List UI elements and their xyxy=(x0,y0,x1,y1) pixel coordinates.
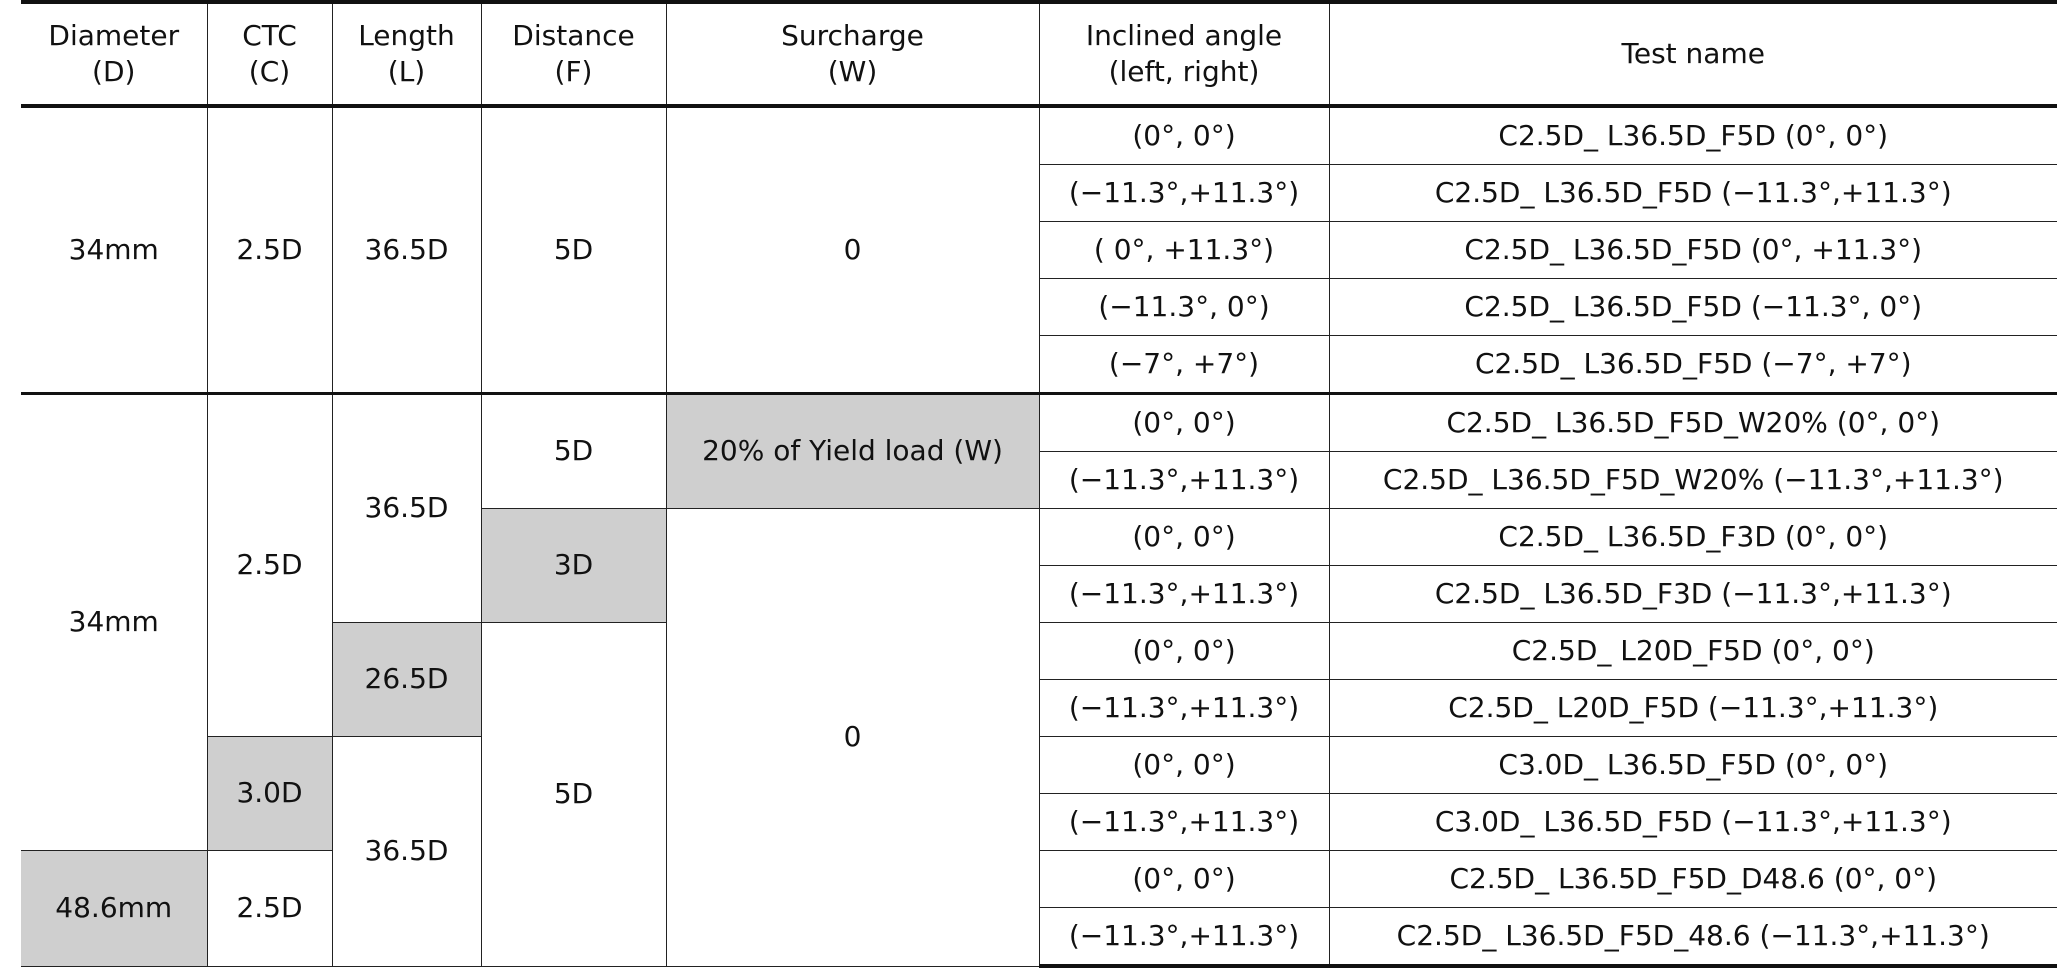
header-cell: Length (L) xyxy=(331,0,482,108)
cell: (0°, 0°) xyxy=(1038,105,1330,165)
header-cell: Surcharge (W) xyxy=(665,0,1040,108)
cell: C2.5D_ L36.5D_F3D (−11.3°,+11.3°) xyxy=(1328,565,2057,623)
cell: (−11.3°, 0°) xyxy=(1038,278,1330,336)
cell: (−11.3°,+11.3°) xyxy=(1038,793,1330,851)
header-cell: CTC (C) xyxy=(206,0,333,108)
cell: (−11.3°,+11.3°) xyxy=(1038,565,1330,623)
cell: 20% of Yield load (W) xyxy=(665,392,1040,509)
cell: C3.0D_ L36.5D_F5D (−11.3°,+11.3°) xyxy=(1328,793,2057,851)
cell: C3.0D_ L36.5D_F5D (0°, 0°) xyxy=(1328,736,2057,794)
cell: 0 xyxy=(665,508,1040,967)
cell: ( 0°, +11.3°) xyxy=(1038,221,1330,279)
cell: 0 xyxy=(665,105,1040,394)
cell: C2.5D_ L36.5D_F5D_48.6 (−11.3°,+11.3°) xyxy=(1328,907,2057,968)
row: (−11.3°,+11.3°) C2.5D_ L36.5D_F5D_48.6 (−… xyxy=(21,907,2057,968)
cell: C2.5D_ L36.5D_F5D (0°, 0°) xyxy=(1328,105,2057,165)
cell: (−11.3°,+11.3°) xyxy=(1038,451,1330,509)
cell: 34mm xyxy=(21,392,208,851)
cell: (0°, 0°) xyxy=(1038,508,1330,566)
cell: 26.5D xyxy=(331,622,482,737)
cell: 2.5D xyxy=(206,105,333,394)
cell: (−11.3°,+11.3°) xyxy=(1038,907,1330,968)
cell: 36.5D xyxy=(331,105,482,394)
cell: 3.0D xyxy=(206,736,333,851)
cell: 48.6mm xyxy=(21,850,208,967)
cell: C2.5D_ L36.5D_F3D (0°, 0°) xyxy=(1328,508,2057,566)
cell: 36.5D xyxy=(331,736,482,967)
cell: (−11.3°,+11.3°) xyxy=(1038,679,1330,737)
row: (−11.3°,+11.3°) C3.0D_ L36.5D_F5D (−11.3°… xyxy=(21,793,2057,851)
cell: (0°, 0°) xyxy=(1038,736,1330,794)
cell: (0°, 0°) xyxy=(1038,392,1330,452)
cell: (−7°, +7°) xyxy=(1038,335,1330,394)
header-cell: Distance (F) xyxy=(480,0,667,108)
cell: C2.5D_ L36.5D_F5D (−7°, +7°) xyxy=(1328,335,2057,394)
cell: 5D xyxy=(480,392,667,509)
cell: 2.5D xyxy=(206,850,333,967)
cell: 3D xyxy=(480,508,667,623)
cell: 2.5D xyxy=(206,392,333,737)
cell: C2.5D_ L20D_F5D (−11.3°,+11.3°) xyxy=(1328,679,2057,737)
cell: (−11.3°,+11.3°) xyxy=(1038,164,1330,222)
test-table: Diameter (D) CTC (C) Length (L) Distance… xyxy=(21,0,2057,968)
cell: (0°, 0°) xyxy=(1038,850,1330,908)
row: 34mm 2.5D 36.5D 5D 20% of Yield load (W)… xyxy=(21,392,2057,851)
row: ( 0°, +11.3°) C2.5D_ L36.5D_F5D (0°, +11.… xyxy=(21,221,2057,279)
row: (−11.3°,+11.3°) C2.5D_ L20D_F5D (−11.3°,+… xyxy=(21,679,2057,737)
cell: 34mm xyxy=(21,105,208,394)
header-row: Diameter (D) CTC (C) Length (L) Distance… xyxy=(21,0,2057,108)
cell: C2.5D_ L36.5D_F5D_D48.6 (0°, 0°) xyxy=(1328,850,2057,908)
row: 3.0D 36.5D (0°, 0°) C3.0D_ L36.5D_F5D (0… xyxy=(21,736,2057,967)
cell: C2.5D_ L36.5D_F5D (−11.3°,+11.3°) xyxy=(1328,164,2057,222)
header-cell: Test name xyxy=(1328,0,2057,108)
cell: C2.5D_ L36.5D_F5D (−11.3°, 0°) xyxy=(1328,278,2057,336)
header-cell: Inclined angle (left, right) xyxy=(1038,0,1330,108)
row: (−11.3°,+11.3°) C2.5D_ L36.5D_F3D (−11.3°… xyxy=(21,565,2057,623)
cell: 36.5D xyxy=(331,392,482,623)
cell: C2.5D_ L36.5D_F5D_W20% (0°, 0°) xyxy=(1328,392,2057,452)
row: (−11.3°,+11.3°) C2.5D_ L36.5D_F5D_W20% (−… xyxy=(21,451,2057,509)
cell: (0°, 0°) xyxy=(1038,622,1330,680)
cell: 5D xyxy=(480,622,667,967)
cell: C2.5D_ L36.5D_F5D_W20% (−11.3°,+11.3°) xyxy=(1328,451,2057,509)
row: 3D 0 (0°, 0°) C2.5D_ L36.5D_F3D (0°, 0°) xyxy=(21,508,2057,967)
cell: C2.5D_ L20D_F5D (0°, 0°) xyxy=(1328,622,2057,680)
cell: 5D xyxy=(480,105,667,394)
row: (−11.3°,+11.3°) C2.5D_ L36.5D_F5D (−11.3°… xyxy=(21,164,2057,222)
row: (−11.3°, 0°) C2.5D_ L36.5D_F5D (−11.3°, 0… xyxy=(21,278,2057,336)
row: 34mm 2.5D 36.5D 5D 0 (0°, 0°) C2.5D_ L36… xyxy=(21,105,2057,394)
header-cell: Diameter (D) xyxy=(21,0,208,108)
row: 26.5D 5D (0°, 0°) C2.5D_ L20D_F5D (0°, 0… xyxy=(21,622,2057,967)
row: 48.6mm 2.5D (0°, 0°) C2.5D_ L36.5D_F5D_D… xyxy=(21,850,2057,967)
cell: C2.5D_ L36.5D_F5D (0°, +11.3°) xyxy=(1328,221,2057,279)
